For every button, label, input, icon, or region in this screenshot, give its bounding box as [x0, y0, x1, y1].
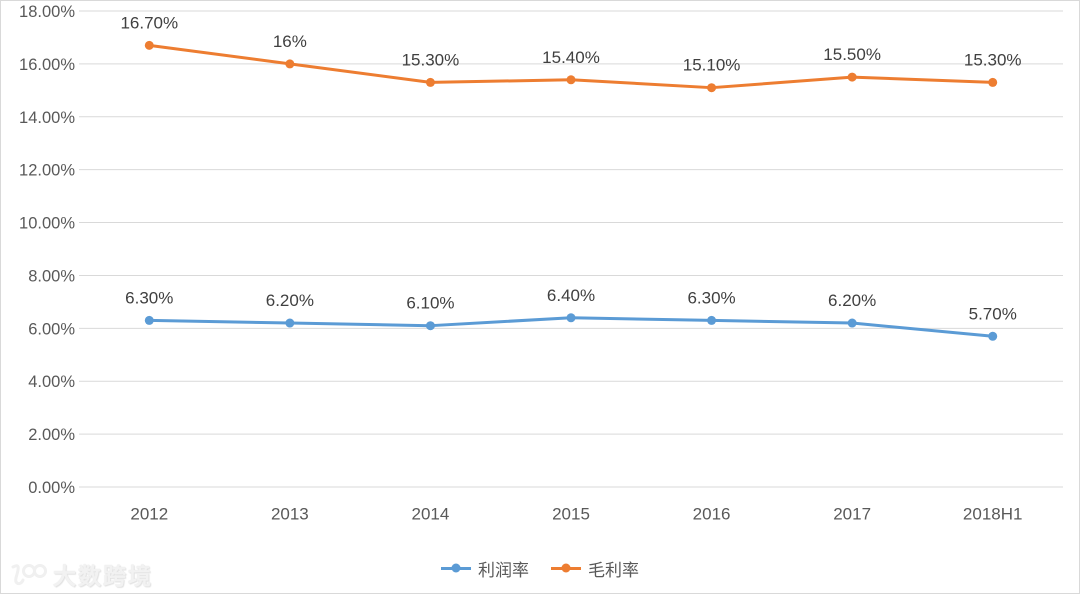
- x-axis-tick-label: 2013: [271, 505, 309, 524]
- data-label: 16.70%: [120, 13, 178, 32]
- x-axis-tick-label: 2015: [552, 505, 590, 524]
- legend-item-profit-margin: 利润率: [441, 556, 529, 581]
- data-label: 6.30%: [687, 288, 735, 307]
- data-label: 6.20%: [266, 291, 314, 310]
- y-axis-tick-label: 2.00%: [28, 426, 75, 444]
- data-label: 15.30%: [964, 50, 1022, 69]
- data-label: 15.40%: [542, 48, 600, 67]
- data-label: 6.30%: [125, 288, 173, 307]
- x-axis-tick-label: 2017: [833, 505, 871, 524]
- y-axis-tick-label: 0.00%: [28, 479, 75, 497]
- y-axis-tick-label: 16.00%: [19, 56, 75, 74]
- x-axis-tick-label: 2014: [412, 505, 450, 524]
- y-axis-tick-label: 12.00%: [19, 162, 75, 180]
- data-point-marker: [847, 318, 857, 328]
- y-axis-tick-label: 10.00%: [19, 215, 75, 233]
- y-axis-tick-label: 18.00%: [19, 3, 75, 21]
- x-axis-tick-label: 2012: [130, 505, 168, 524]
- data-point-marker: [566, 75, 576, 85]
- data-point-marker: [988, 331, 998, 341]
- data-point-marker: [988, 77, 998, 87]
- data-label: 6.20%: [828, 291, 876, 310]
- data-point-marker: [285, 59, 295, 69]
- data-point-marker: [144, 40, 154, 50]
- y-axis-tick-label: 14.00%: [19, 109, 75, 127]
- data-point-marker: [285, 318, 295, 328]
- data-label: 15.30%: [402, 50, 460, 69]
- data-point-marker: [425, 77, 435, 87]
- y-axis-tick-label: 4.00%: [28, 373, 75, 391]
- data-point-marker: [144, 315, 154, 325]
- data-label: 6.10%: [406, 294, 454, 313]
- legend-label-profit-margin: 利润率: [478, 560, 529, 580]
- x-axis-tick-label: 2016: [693, 505, 731, 524]
- data-label: 6.40%: [547, 286, 595, 305]
- data-label: 16%: [273, 32, 307, 51]
- legend-label-gross-margin: 毛利率: [588, 560, 639, 580]
- y-axis-tick-label: 8.00%: [28, 267, 75, 285]
- legend-item-gross-margin: 毛利率: [551, 556, 639, 581]
- x-axis-tick-label: 2018H1: [963, 505, 1023, 524]
- profit-margin-line-marker-icon: [441, 563, 471, 573]
- data-point-marker: [847, 72, 857, 82]
- gross-margin-line-marker-icon: [551, 563, 581, 573]
- y-axis-tick-label: 6.00%: [28, 320, 75, 338]
- chart-legend: 利润率 毛利率: [1, 553, 1079, 583]
- data-label: 15.10%: [683, 56, 741, 75]
- data-label: 15.50%: [823, 45, 881, 64]
- data-point-marker: [707, 83, 717, 93]
- data-point-marker: [425, 321, 435, 331]
- data-label: 5.70%: [969, 304, 1017, 323]
- data-point-marker: [566, 313, 576, 323]
- data-point-marker: [707, 315, 717, 325]
